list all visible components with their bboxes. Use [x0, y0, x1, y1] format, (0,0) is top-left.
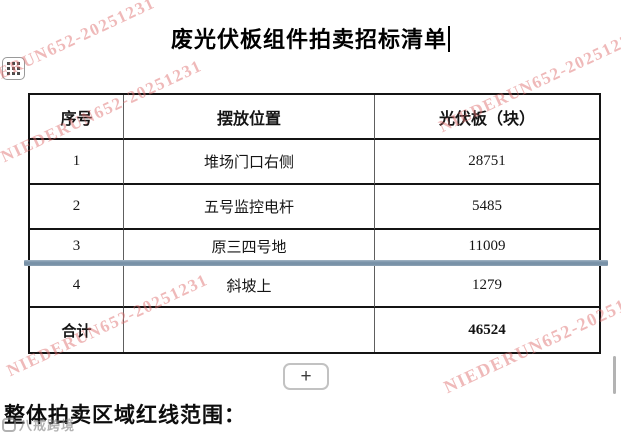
- grid-icon: [7, 62, 20, 75]
- page-break-divider: [24, 260, 608, 266]
- total-count-cell[interactable]: 46524: [468, 321, 506, 338]
- table-cell-location[interactable]: 原三四号地: [124, 230, 375, 264]
- header-cell-location[interactable]: 摆放位置: [124, 95, 375, 140]
- total-location-cell[interactable]: [124, 308, 375, 352]
- page-title[interactable]: 废光伏板组件拍卖招标清单: [170, 27, 447, 52]
- table-cell-count[interactable]: 28751: [375, 140, 599, 185]
- auction-table: 序号 摆放位置 光伏板（块） 1 堆场门口右侧 28751 2 五号监控电杆 5…: [28, 93, 601, 354]
- total-label-cell[interactable]: 合计: [30, 308, 124, 352]
- body-text[interactable]: 整体拍卖区域红线范围：: [4, 403, 246, 427]
- scrollbar-thumb[interactable]: [613, 356, 616, 394]
- table-cell-location[interactable]: 堆场门口右侧: [124, 140, 375, 185]
- table-cell-location[interactable]: 五号监控电杆: [124, 185, 375, 230]
- title-row: 废光伏板组件拍卖招标清单: [0, 22, 621, 54]
- add-row-button[interactable]: +: [283, 363, 329, 390]
- table-cell-no[interactable]: 3: [30, 230, 124, 264]
- table-select-handle[interactable]: [2, 57, 25, 80]
- table-cell-count[interactable]: 5485: [375, 185, 599, 230]
- header-cell-count[interactable]: 光伏板（块）: [375, 95, 599, 140]
- table-cell-no[interactable]: 4: [30, 264, 124, 308]
- table-cell-no[interactable]: 1: [30, 140, 124, 185]
- table-cell-location[interactable]: 斜坡上: [124, 264, 375, 308]
- header-cell-no[interactable]: 序号: [30, 95, 124, 140]
- table-cell-no[interactable]: 2: [30, 185, 124, 230]
- text-cursor: [448, 26, 450, 52]
- table-cell-count[interactable]: 11009: [375, 230, 599, 264]
- table-cell-count[interactable]: 1279: [375, 264, 599, 308]
